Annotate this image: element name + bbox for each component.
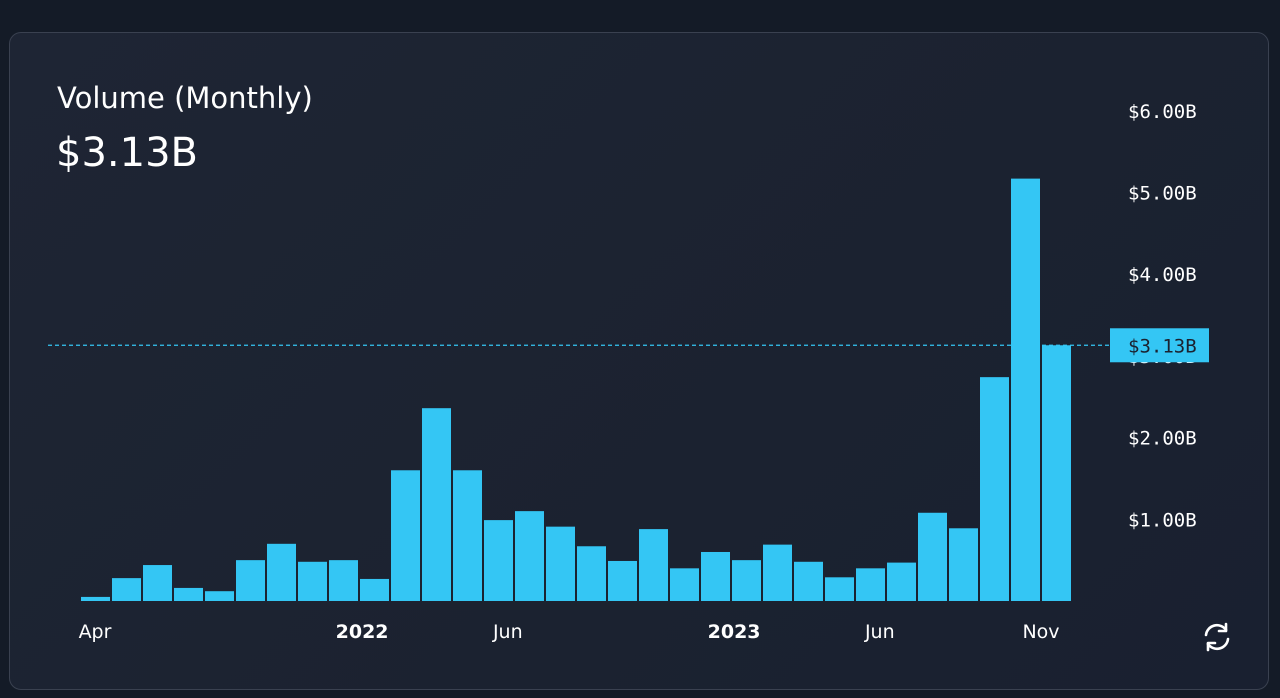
bar-27 (918, 512, 947, 601)
bar-10 (391, 470, 420, 601)
chart-title: Volume (Monthly) (57, 81, 313, 115)
refresh-icon[interactable] (1200, 620, 1234, 654)
bar-9 (360, 578, 389, 601)
bar-0 (81, 596, 110, 601)
x-tick-label: Nov (1022, 621, 1059, 643)
bar-11 (422, 408, 451, 601)
x-tick-label: Jun (492, 621, 523, 643)
bar-30 (1011, 178, 1040, 601)
current-value-marker: $3.13B (48, 328, 1209, 363)
current-value-label-bg (1110, 328, 1209, 363)
x-tick-label: 2023 (708, 621, 761, 643)
bar-26 (887, 562, 916, 601)
bar-31 (1042, 345, 1071, 601)
bar-21 (732, 560, 761, 601)
bar-12 (453, 470, 482, 601)
volume-bar-chart: $1.00B$2.00B$3.00B$4.00B$5.00B$6.00B Apr… (48, 101, 1209, 643)
x-tick-label: Jun (864, 621, 895, 643)
bar-23 (794, 561, 823, 601)
bar-3 (174, 587, 203, 601)
y-tick-label: $5.00B (1128, 183, 1197, 205)
current-value-label: $3.13B (1128, 335, 1197, 357)
bar-14 (515, 511, 544, 601)
bar-15 (546, 526, 575, 601)
y-tick-label: $2.00B (1128, 428, 1197, 450)
bar-19 (670, 568, 699, 601)
bar-29 (980, 377, 1009, 601)
y-tick-label: $6.00B (1128, 101, 1197, 123)
bar-25 (856, 568, 885, 601)
bar-22 (763, 544, 792, 601)
bar-16 (577, 546, 606, 601)
bar-18 (639, 529, 668, 601)
bar-20 (701, 551, 730, 601)
bar-24 (825, 577, 854, 601)
bar-6 (267, 543, 296, 601)
bars-layer (81, 178, 1071, 601)
bar-5 (236, 560, 265, 601)
y-axis: $1.00B$2.00B$3.00B$4.00B$5.00B$6.00B (1128, 101, 1197, 531)
bar-28 (949, 528, 978, 601)
y-tick-label: $1.00B (1128, 509, 1197, 531)
bar-2 (143, 565, 172, 601)
y-tick-label: $4.00B (1128, 264, 1197, 286)
current-volume-value: $3.13B (56, 130, 198, 176)
bar-7 (298, 561, 327, 601)
bar-1 (112, 578, 141, 601)
bar-17 (608, 560, 637, 601)
x-tick-label: 2022 (336, 621, 389, 643)
x-tick-label: Apr (79, 621, 112, 643)
bar-13 (484, 520, 513, 601)
volume-card: Volume (Monthly) $3.13B $1.00B$2.00B$3.0… (9, 32, 1269, 690)
bar-4 (205, 591, 234, 601)
bar-8 (329, 560, 358, 601)
x-axis: Apr 2022 Jun 2023 Jun Nov (79, 621, 1060, 643)
